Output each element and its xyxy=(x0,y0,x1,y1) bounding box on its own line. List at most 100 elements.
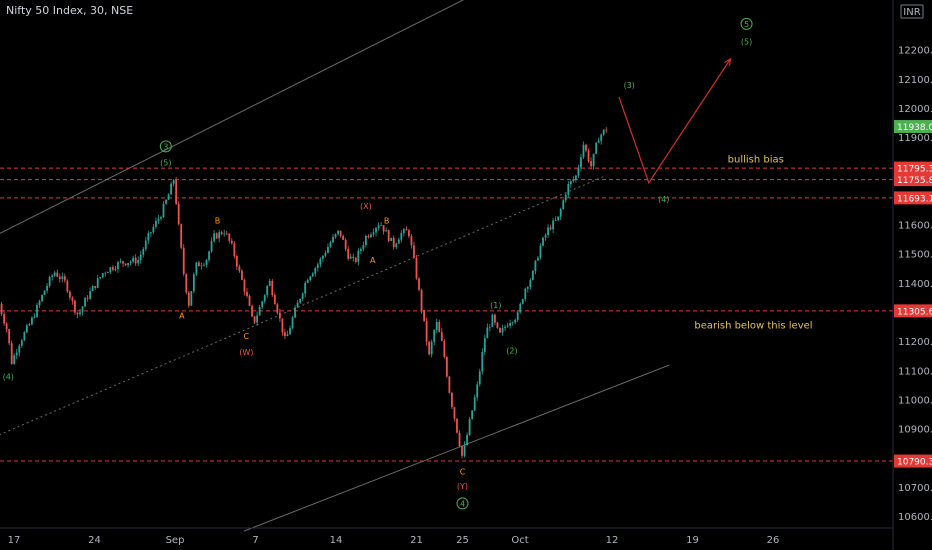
level-price-tag-text: 11795.30 xyxy=(897,165,932,175)
candle-body xyxy=(547,227,549,236)
candle-body xyxy=(466,434,468,446)
candle-body xyxy=(582,144,585,158)
candle-body xyxy=(74,300,76,313)
candle-body xyxy=(167,194,170,200)
candle-body xyxy=(228,233,231,241)
candle-body xyxy=(18,345,21,353)
annotation-text: bullish bias xyxy=(728,154,784,165)
wave-label: A xyxy=(179,311,185,320)
candle-body xyxy=(63,276,66,281)
level-price-tag-bg xyxy=(894,161,932,175)
candle-body xyxy=(471,410,474,420)
candle-body xyxy=(0,303,3,314)
candle-body xyxy=(258,306,261,316)
candle-body xyxy=(71,297,74,301)
level-price-tag-bg xyxy=(894,173,932,187)
candle-body xyxy=(435,321,438,331)
candle-body xyxy=(91,285,94,292)
candle-body xyxy=(562,200,565,209)
candle-body xyxy=(266,285,269,296)
candle-body xyxy=(170,183,172,195)
candle-body xyxy=(569,181,572,185)
candle-body xyxy=(428,341,431,355)
candle-body xyxy=(433,330,436,342)
candle-body xyxy=(357,250,360,262)
candle-body xyxy=(134,257,137,264)
y-tick-label: 11900.00 xyxy=(898,133,932,144)
wave-label: (4) xyxy=(658,195,669,204)
candle-body xyxy=(491,314,494,327)
wave-label-circle xyxy=(740,17,753,30)
y-tick-label: 10600.00 xyxy=(898,512,932,523)
candle-body xyxy=(268,280,271,286)
candle-body xyxy=(567,184,570,195)
candle-body xyxy=(248,296,251,306)
candle-body xyxy=(557,216,560,221)
candle-body xyxy=(514,319,517,323)
candle-body xyxy=(58,276,61,280)
candle-body xyxy=(405,229,408,231)
candle-body xyxy=(61,276,64,280)
candle-body xyxy=(235,256,238,267)
candle-body xyxy=(488,326,491,328)
candle-body xyxy=(185,273,188,293)
candle-body xyxy=(549,227,552,230)
level-price-tag-text: 10790.36 xyxy=(897,458,932,468)
candle-body xyxy=(438,321,441,333)
x-tick-label: 19 xyxy=(686,535,699,546)
candle-body xyxy=(112,267,114,270)
candle-body xyxy=(41,294,43,302)
level-price-tag-text: 11755.85 xyxy=(897,176,932,186)
wave-label: (2) xyxy=(506,346,517,355)
chart-annotations: bullish bias bearish below this level xyxy=(694,154,812,331)
candle-body xyxy=(501,328,504,333)
candle-body xyxy=(84,297,86,307)
candle-body xyxy=(413,245,415,258)
candle-body xyxy=(144,240,147,250)
horizontal-levels xyxy=(0,167,893,462)
candle-body xyxy=(124,263,127,266)
candle-body xyxy=(299,299,302,303)
x-tick-label: 25 xyxy=(456,535,469,546)
candle-body xyxy=(420,289,423,311)
candle-body xyxy=(337,230,339,235)
candle-body xyxy=(20,340,23,346)
candle-body xyxy=(456,418,458,433)
candle-body xyxy=(208,251,210,260)
candle-body xyxy=(157,218,160,221)
projection-line xyxy=(618,58,731,185)
candle-body xyxy=(362,244,365,249)
candle-body xyxy=(306,280,309,283)
candle-body xyxy=(552,220,555,230)
candle-body xyxy=(451,392,453,408)
candle-body xyxy=(223,233,226,235)
candle-body xyxy=(473,397,476,411)
candle-body xyxy=(271,280,274,296)
candle-body xyxy=(119,261,122,263)
candle-body xyxy=(203,264,205,266)
candle-body xyxy=(215,233,218,239)
candle-body xyxy=(304,282,307,294)
candle-body xyxy=(342,235,345,240)
candle-body xyxy=(101,273,104,277)
wave-label: B xyxy=(384,217,390,226)
candle-body xyxy=(15,352,18,356)
wave-label: (4) xyxy=(3,373,14,382)
candle-body xyxy=(106,272,109,273)
candle-body xyxy=(324,252,327,256)
level-price-tag: 11795.30 xyxy=(894,161,932,175)
candle-body xyxy=(526,287,529,289)
candle-body xyxy=(430,341,433,355)
candle-body xyxy=(425,320,428,342)
candle-body xyxy=(453,407,456,419)
candle-body xyxy=(190,291,193,306)
candle-body xyxy=(529,279,532,288)
candle-body xyxy=(253,316,256,323)
wave-label: (W) xyxy=(239,348,253,357)
candle-body xyxy=(352,256,355,258)
level-price-tag-text: 11693.18 xyxy=(897,194,932,204)
candle-body xyxy=(76,312,79,315)
candle-body xyxy=(478,371,481,385)
candle-body xyxy=(155,220,157,227)
